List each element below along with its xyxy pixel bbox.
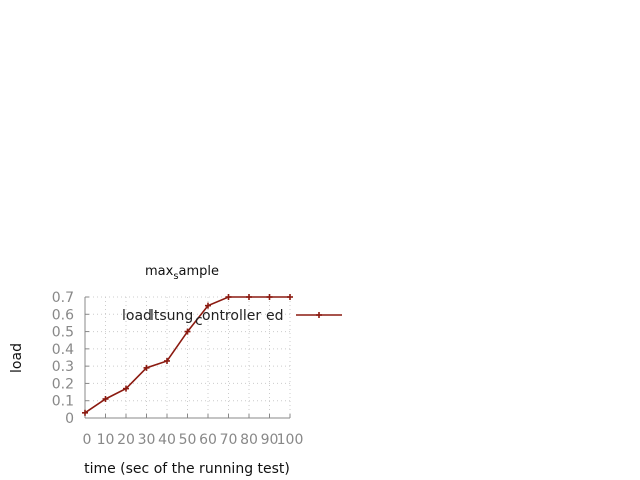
x-tick-label: 20 — [117, 432, 135, 448]
chart-title-subscript: s — [173, 271, 178, 282]
data-point — [287, 294, 293, 300]
legend-label-overlap-2: c — [195, 313, 203, 329]
y-tick-label: 0.7 — [52, 290, 74, 306]
legend-label: load — [122, 308, 152, 324]
x-tick-label: 70 — [220, 432, 238, 448]
legend-label-overlap-1: ltsung — [150, 308, 193, 324]
data-point — [82, 409, 88, 416]
x-tick-label: 10 — [97, 432, 115, 448]
y-tick-label: 0 — [65, 411, 74, 427]
x-tick-label: 90 — [261, 432, 279, 448]
y-axis-label: load — [9, 343, 25, 373]
y-tick-label: 0.1 — [52, 394, 74, 410]
x-tick-label: 50 — [179, 432, 197, 448]
data-point — [184, 328, 191, 335]
legend-label-overlap-3: ontroller — [202, 308, 261, 324]
y-tick-label: 0.3 — [52, 359, 74, 375]
x-axis-label: time (sec of the running test) — [84, 461, 290, 477]
grid-lines — [84, 296, 291, 419]
legend-marker — [316, 312, 322, 318]
x-tick-label: 60 — [199, 432, 217, 448]
data-point — [266, 294, 273, 300]
chart-title: maxsample — [145, 264, 219, 282]
data-point — [246, 294, 252, 300]
x-tick-label: 100 — [277, 432, 304, 448]
data-point — [102, 395, 109, 402]
x-tick-label: 0 — [83, 432, 92, 448]
y-tick-label: 0.6 — [52, 307, 74, 323]
chart-title-rest: ample — [179, 264, 220, 279]
data-point — [164, 357, 170, 364]
data-point — [143, 364, 150, 371]
legend: load ltsung c ontroller ed — [122, 308, 342, 329]
legend-label-overlap-4: ed — [266, 308, 284, 324]
data-point — [225, 294, 232, 300]
data-point — [205, 302, 211, 309]
data-point — [123, 385, 129, 392]
series-group — [82, 294, 293, 416]
y-axis-ticks: 00.1 0.20.30.40.5 0.60.7 — [52, 290, 89, 427]
y-tick-label: 0.5 — [52, 325, 74, 341]
x-tick-label: 40 — [158, 432, 176, 448]
x-tick-label: 30 — [138, 432, 156, 448]
x-tick-label: 80 — [240, 432, 258, 448]
y-tick-label: 0.2 — [52, 376, 74, 392]
y-tick-label: 0.4 — [52, 342, 74, 358]
